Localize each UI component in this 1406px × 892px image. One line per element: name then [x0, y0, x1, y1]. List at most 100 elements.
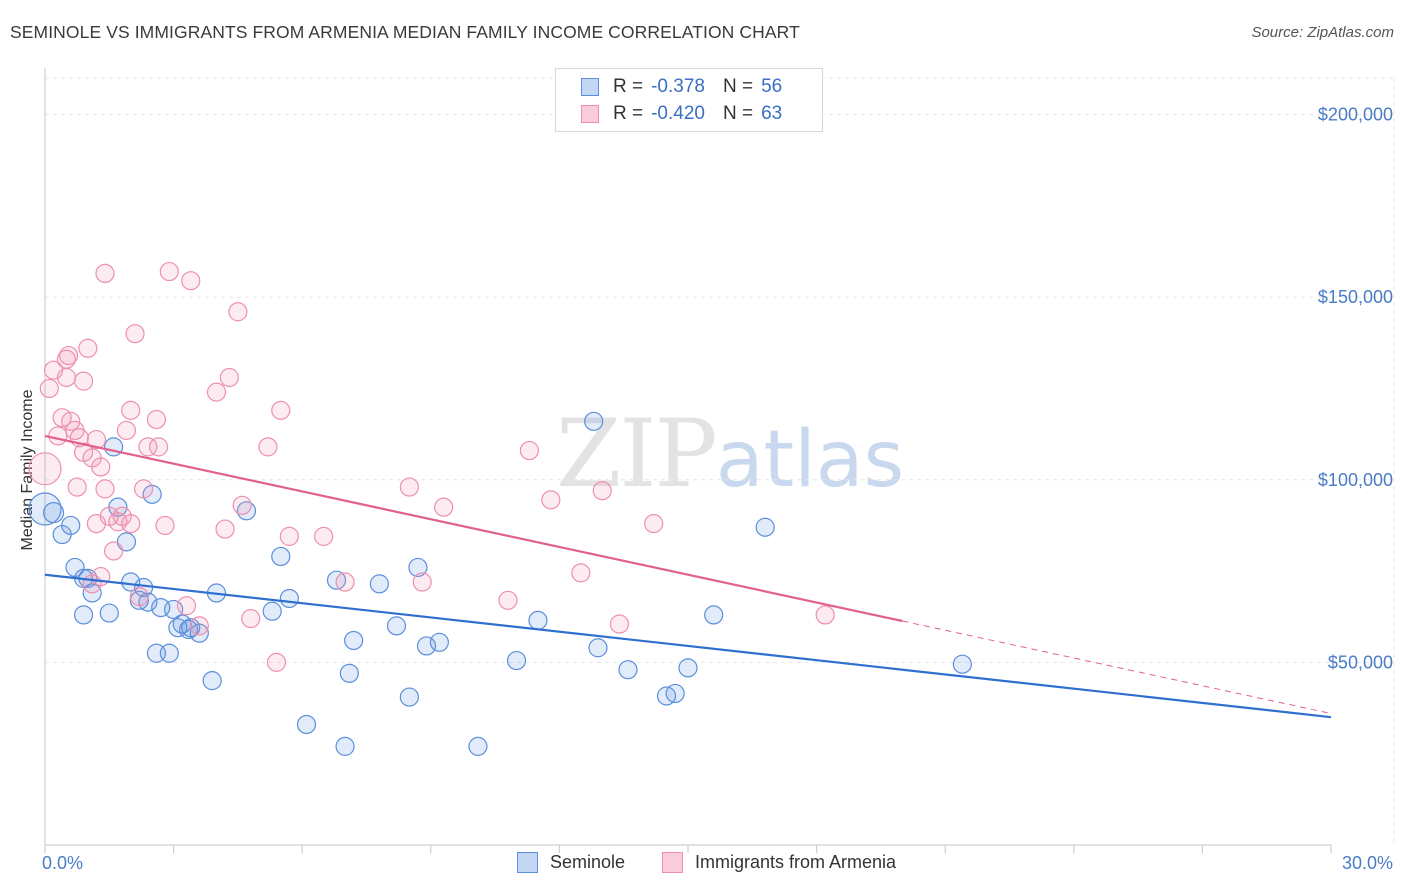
armenia-point — [48, 426, 68, 446]
armenia-point — [61, 411, 81, 431]
armenia-point — [181, 271, 201, 291]
armenia-point — [155, 515, 175, 536]
armenia-point — [571, 563, 591, 583]
armenia-point — [116, 420, 137, 441]
armenia-point — [121, 513, 141, 534]
watermark-zip: ZIP — [556, 400, 718, 509]
legend-item-armenia[interactable]: Immigrants from Armenia — [662, 852, 896, 873]
armenia-point — [95, 479, 115, 499]
armenia-point — [519, 440, 539, 461]
seminole-point — [678, 658, 698, 678]
seminole-point — [279, 588, 299, 609]
armenia-point — [78, 338, 98, 358]
armenia-point — [279, 526, 299, 546]
watermark-atlas: atlas — [715, 415, 905, 505]
chart-source: Source: ZipAtlas.com — [1251, 24, 1394, 41]
armenia-point — [241, 608, 261, 629]
correlation-legend: R = -0.378 N = 56 R = -0.420 N = 63 — [555, 68, 823, 132]
legend-label-armenia: Immigrants from Armenia — [695, 852, 897, 872]
seminole-point — [164, 599, 184, 620]
armenia-point — [86, 429, 107, 450]
seminole-point — [189, 623, 209, 643]
armenia-point — [592, 481, 612, 501]
legend-swatch-armenia — [662, 852, 683, 873]
armenia-trend-extension — [902, 620, 1332, 715]
seminole-point — [42, 502, 65, 524]
seminole-point — [159, 643, 179, 663]
armenia-point — [266, 652, 287, 672]
armenia-point — [159, 261, 179, 282]
armenia-point — [28, 452, 62, 486]
armenia-point — [133, 479, 154, 499]
legend-n-key: N = — [722, 76, 754, 97]
armenia-point — [67, 477, 87, 497]
armenia-point — [412, 572, 432, 592]
x-tick-label: 0.0% — [42, 853, 83, 873]
seminole-point — [408, 557, 428, 578]
legend-r-value: -0.420 — [651, 103, 705, 124]
seminole-point — [665, 683, 685, 704]
legend-r-key: R = — [613, 103, 644, 124]
armenia-point — [399, 477, 419, 497]
armenia-point — [129, 587, 149, 607]
armenia-point — [56, 367, 77, 388]
armenia-point — [258, 437, 278, 457]
seminole-point — [262, 601, 282, 621]
seminole-point — [339, 663, 359, 683]
seminole-point — [468, 736, 488, 756]
armenia-point — [58, 345, 79, 366]
seminole-point — [28, 492, 62, 526]
armenia-point — [125, 324, 145, 344]
chart-title: SEMINOLE VS IMMIGRANTS FROM ARMENIA MEDI… — [10, 22, 800, 42]
legend-swatch-seminole — [517, 852, 538, 873]
seminole-point — [416, 636, 437, 656]
seminole-point — [755, 517, 775, 537]
armenia-point — [215, 519, 235, 539]
x-tick-label: 30.0% — [1342, 853, 1393, 873]
armenia-point — [335, 572, 355, 592]
seminole-point — [202, 671, 222, 691]
armenia-point — [189, 616, 209, 636]
armenia-point — [271, 400, 291, 420]
legend-r-key: R = — [613, 76, 644, 97]
armenia-point — [314, 526, 334, 546]
seminole-point — [73, 605, 94, 625]
seminole-point — [429, 632, 449, 652]
seminole-point — [344, 630, 364, 651]
armenia-point — [146, 409, 167, 430]
armenia-point — [39, 378, 59, 399]
seminole-point — [61, 515, 81, 536]
armenia-point — [103, 541, 124, 561]
armenia-point — [206, 382, 227, 402]
legend-row-seminole: R = -0.378 N = 56 — [581, 75, 782, 99]
legend-n-value: 63 — [761, 103, 783, 124]
seminole-point — [588, 638, 608, 658]
seminole-point — [335, 736, 355, 756]
series-legend: Seminole Immigrants from Armenia — [0, 852, 1406, 878]
armenia-point — [541, 490, 561, 510]
armenia-point — [73, 371, 94, 391]
armenia-point — [219, 367, 239, 388]
seminole-point — [704, 605, 724, 625]
armenia-point — [121, 400, 141, 420]
legend-item-seminole[interactable]: Seminole — [517, 852, 625, 873]
armenia-point — [609, 614, 630, 634]
seminole-trend-line — [44, 573, 1332, 719]
seminole-point — [271, 546, 291, 567]
legend-swatch-seminole — [581, 78, 599, 96]
y-tick-label: $100,000 — [1318, 470, 1393, 490]
armenia-point — [815, 605, 835, 625]
seminole-point — [179, 619, 199, 640]
seminole-point — [99, 603, 119, 623]
armenia-point — [91, 566, 111, 587]
watermark: ZIPatlas — [556, 400, 904, 509]
legend-n-value: 56 — [761, 76, 783, 97]
armenia-point — [232, 495, 252, 515]
seminole-point — [506, 650, 527, 671]
armenia-point — [644, 513, 664, 534]
armenia-point — [434, 497, 454, 517]
seminole-point — [296, 714, 317, 735]
armenia-point — [91, 457, 111, 477]
legend-swatch-armenia — [581, 105, 599, 123]
